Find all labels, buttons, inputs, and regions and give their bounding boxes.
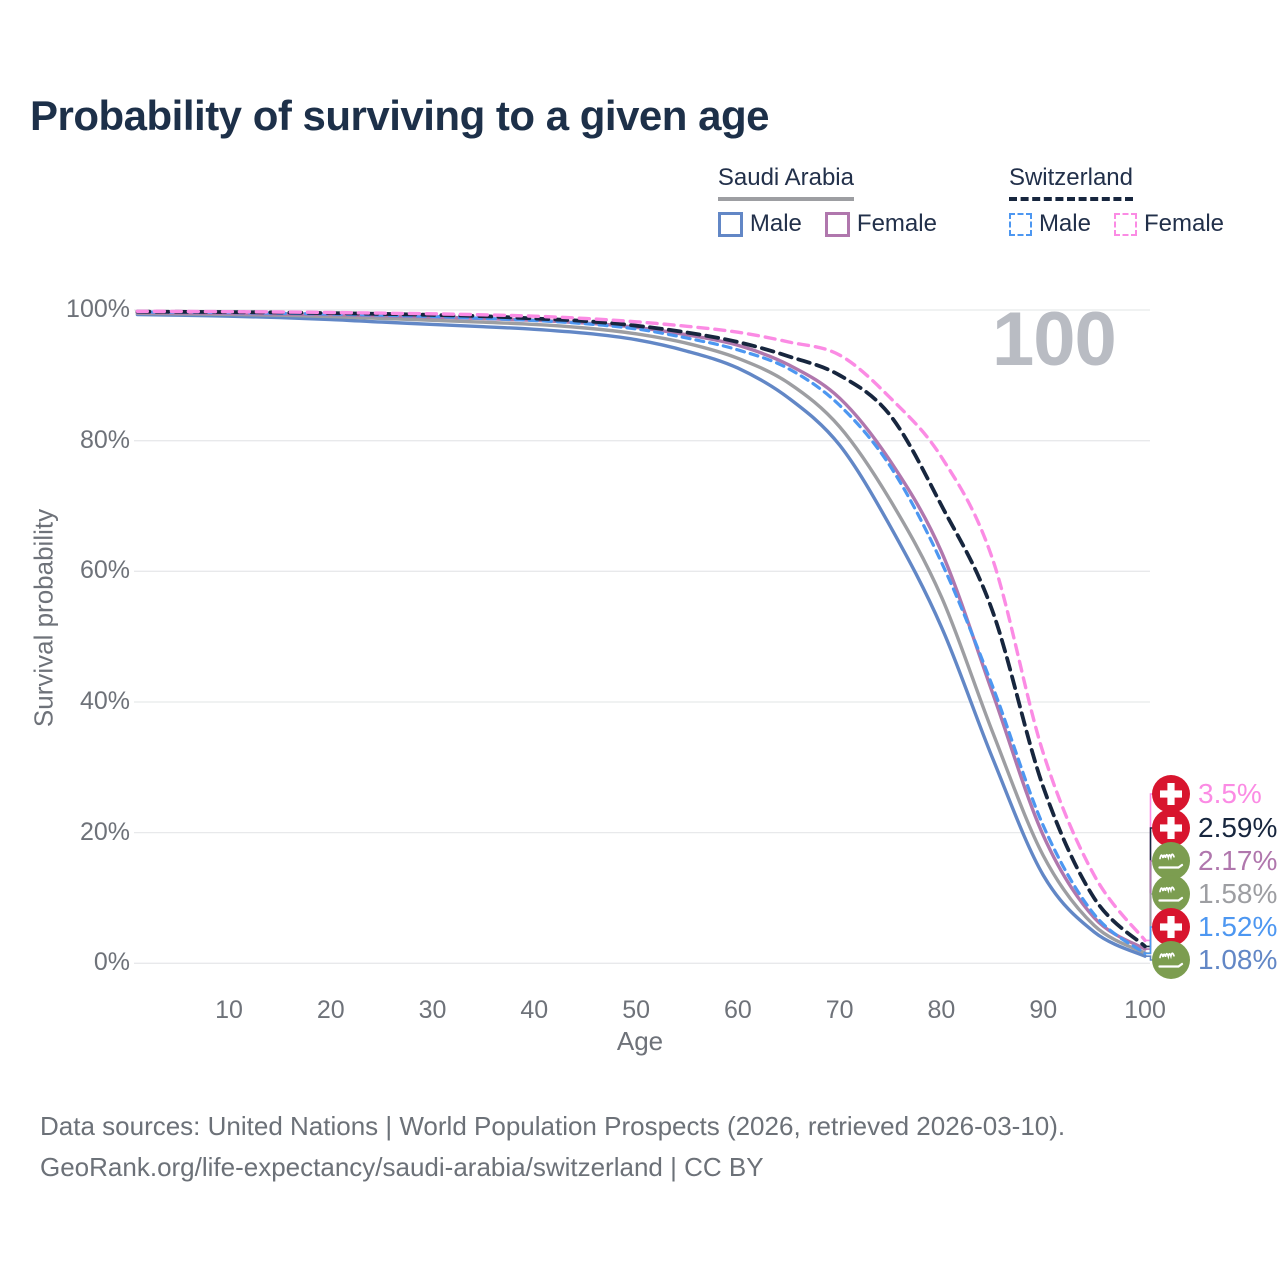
legend-label-switzerland-male: Male <box>1038 210 1091 237</box>
watermark-age-100: 100 <box>992 297 1117 382</box>
legend-label-saudi-male: Male <box>749 210 802 237</box>
series-line-switzerland-male <box>135 310 1147 955</box>
legend-group-switzerland: Switzerland Male Female <box>1008 164 1240 238</box>
x-axis-title: Age <box>616 1026 664 1056</box>
x-tick-label: 60 <box>723 996 752 1024</box>
y-tick-label: 100% <box>66 295 130 323</box>
legend-label-switzerland-female: Female <box>1143 210 1224 237</box>
end-label-value: 3.5% <box>1198 778 1262 809</box>
end-label-value: 1.58% <box>1198 878 1278 909</box>
x-tick-label: 80 <box>927 996 956 1024</box>
x-tick-label: 100 <box>1124 996 1166 1024</box>
legend-country-switzerland: Switzerland <box>1008 164 1133 201</box>
end-label-value: 1.08% <box>1198 944 1278 975</box>
legend: Saudi Arabia Male Female Switzerland Mal… <box>717 164 1240 238</box>
legend-group-saudi-arabia: Saudi Arabia Male Female <box>717 164 953 238</box>
switzerland-flag-icon <box>1152 775 1190 813</box>
switzerland-flag-icon <box>1152 809 1190 847</box>
footer-attribution: GeoRank.org/life-expectancy/saudi-arabia… <box>40 1152 764 1182</box>
saudi-arabia-flag-icon <box>1152 875 1190 913</box>
end-label-saudi-male: 1.08% <box>1152 941 1277 979</box>
y-tick-label: 0% <box>93 948 130 977</box>
x-tick-label: 50 <box>622 996 650 1024</box>
footer: Data sources: United Nations | World Pop… <box>40 1106 1065 1188</box>
x-tick-label: 70 <box>825 996 854 1024</box>
series-line-switzerland-female <box>135 309 1147 943</box>
end-label-switzerland-female: 3.5% <box>1152 775 1262 813</box>
end-label-saudi-female: 2.17% <box>1152 842 1277 880</box>
y-tick-label: 80% <box>79 425 130 454</box>
x-tick-label: 20 <box>316 996 345 1024</box>
legend-label-saudi-female: Female <box>856 210 937 237</box>
end-label-switzerland-both: 2.59% <box>1152 809 1277 847</box>
x-tick-label: 40 <box>520 996 549 1024</box>
y-tick-label: 40% <box>79 686 130 715</box>
x-tick-label: 30 <box>418 996 447 1024</box>
y-axis-title: Survival probability <box>28 508 59 728</box>
series-line-saudi-arabia-male <box>135 312 1147 958</box>
end-label-saudi-both: 1.58% <box>1152 875 1277 913</box>
x-tick-label: 90 <box>1029 996 1058 1024</box>
end-label-switzerland-male: 1.52% <box>1152 908 1277 946</box>
x-tick-label: 10 <box>215 996 243 1024</box>
legend-swatch-switzerland-male <box>1008 212 1032 236</box>
legend-swatch-saudi-male <box>717 211 743 237</box>
series-line-switzerland-both-sexes <box>135 309 1147 949</box>
saudi-arabia-flag-icon <box>1152 842 1190 880</box>
y-tick-label: 60% <box>79 556 130 585</box>
page-title: Probability of surviving to a given age <box>30 92 769 139</box>
end-label-value: 2.17% <box>1198 845 1278 876</box>
footer-data-sources: Data sources: United Nations | World Pop… <box>40 1111 1066 1141</box>
legend-swatch-saudi-female <box>824 211 850 237</box>
legend-swatch-switzerland-female <box>1113 212 1137 236</box>
y-tick-label: 20% <box>79 817 130 846</box>
end-label-value: 2.59% <box>1198 812 1278 843</box>
end-label-value: 1.52% <box>1198 911 1278 942</box>
legend-country-saudi-arabia: Saudi Arabia <box>717 164 854 201</box>
series-line-saudi-arabia-both-sexes <box>135 311 1147 955</box>
series-line-saudi-arabia-female <box>135 310 1147 951</box>
switzerland-flag-icon <box>1152 908 1190 946</box>
saudi-arabia-flag-icon <box>1152 941 1190 979</box>
